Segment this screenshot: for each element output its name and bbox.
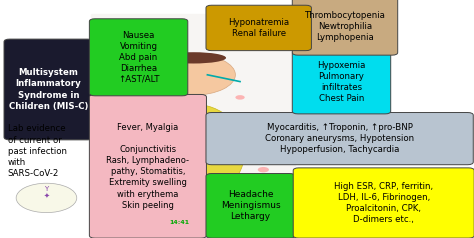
FancyBboxPatch shape <box>90 19 188 96</box>
Text: Fever, Myalgia

Conjunctivitis
Rash, Lymphadeno-
pathy, Stomatitis,
Extremity sw: Fever, Myalgia Conjunctivitis Rash, Lymp… <box>106 123 190 210</box>
Text: Nausea
Vomiting
Abd pain
Diarrhea
↑AST/ALT: Nausea Vomiting Abd pain Diarrhea ↑AST/A… <box>118 31 159 84</box>
FancyBboxPatch shape <box>292 50 391 114</box>
Text: Headache
Meningismus
Lethargy: Headache Meningismus Lethargy <box>221 190 280 221</box>
Text: Lab evidence
of current or
past infection
with
SARS-CoV-2: Lab evidence of current or past infectio… <box>8 124 67 178</box>
Text: Y
✦: Y ✦ <box>44 186 49 199</box>
Text: Hyponatremia
Renal failure: Hyponatremia Renal failure <box>228 18 289 38</box>
Text: Thrombocytopenia
Newtrophilia
Lymphopenia: Thrombocytopenia Newtrophilia Lymphopeni… <box>305 11 385 42</box>
FancyBboxPatch shape <box>91 14 296 236</box>
Circle shape <box>438 183 448 188</box>
Text: 14:41: 14:41 <box>169 220 190 225</box>
FancyBboxPatch shape <box>155 212 204 234</box>
Text: Multisystem
Inflammatory
Syndrome in
Children (MIS-C): Multisystem Inflammatory Syndrome in Chi… <box>9 68 88 111</box>
Circle shape <box>142 88 151 93</box>
Text: High ESR, CRP, ferritin,
LDH, IL-6, Fibrinogen,
Proalcitonin, CPK,
D-dimers etc.: High ESR, CRP, ferritin, LDH, IL-6, Fibr… <box>334 182 433 224</box>
FancyBboxPatch shape <box>292 0 398 55</box>
Circle shape <box>16 183 77 213</box>
Circle shape <box>236 95 245 100</box>
Text: Myocarditis, ↑Troponin, ↑pro-BNP
Coronary aneurysms, Hypotension
Hypoperfusion, : Myocarditis, ↑Troponin, ↑pro-BNP Coronar… <box>265 123 414 154</box>
Circle shape <box>423 194 435 199</box>
FancyBboxPatch shape <box>206 174 295 238</box>
Circle shape <box>435 192 446 197</box>
Circle shape <box>258 167 269 172</box>
FancyBboxPatch shape <box>4 39 93 140</box>
Circle shape <box>151 55 236 95</box>
FancyBboxPatch shape <box>206 5 311 51</box>
Circle shape <box>399 173 469 207</box>
Ellipse shape <box>142 104 245 199</box>
FancyBboxPatch shape <box>90 94 207 238</box>
Text: ♥: ♥ <box>186 127 201 145</box>
Text: Hypoxemia
Pulmonary
infiltrates
Chest Pain: Hypoxemia Pulmonary infiltrates Chest Pa… <box>317 61 365 103</box>
Circle shape <box>270 121 284 128</box>
Ellipse shape <box>161 52 226 64</box>
FancyBboxPatch shape <box>91 207 296 236</box>
Circle shape <box>118 156 129 161</box>
Circle shape <box>421 180 432 186</box>
Circle shape <box>102 110 117 117</box>
FancyBboxPatch shape <box>206 113 473 165</box>
FancyBboxPatch shape <box>293 168 474 238</box>
